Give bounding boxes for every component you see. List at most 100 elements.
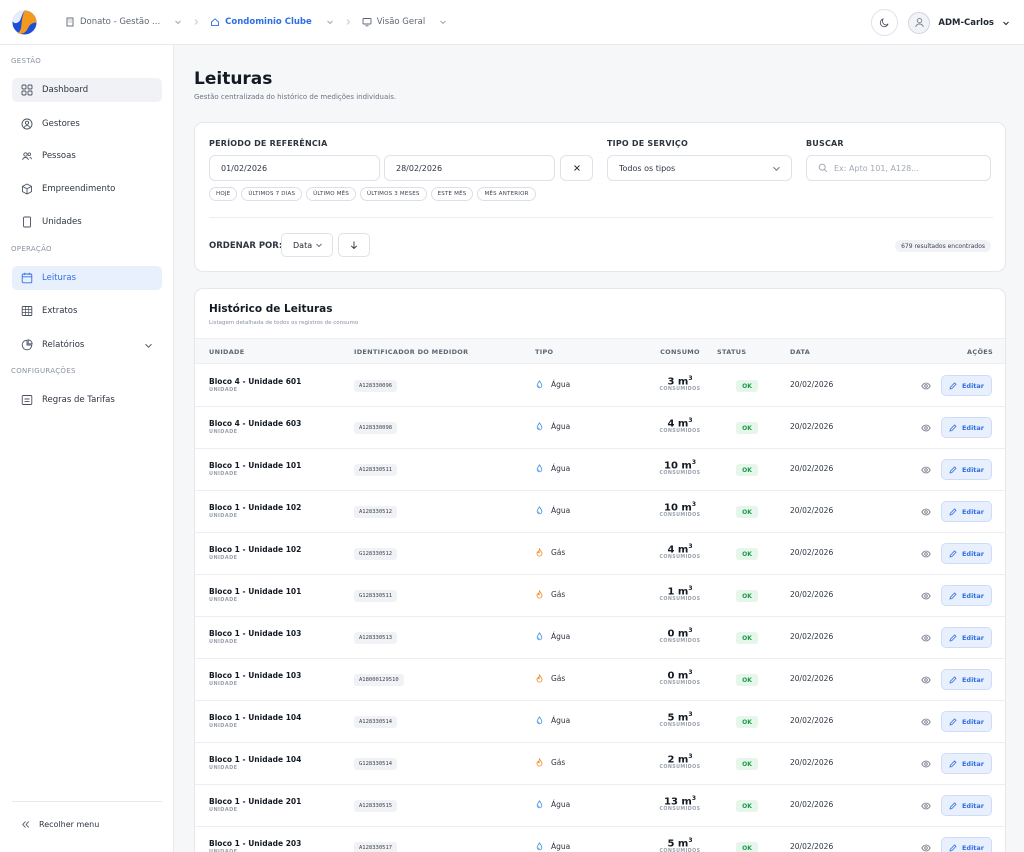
sidebar-item-extratos[interactable]: Extratos [12,299,162,323]
edit-button[interactable]: Editar [941,627,992,648]
edit-button[interactable]: Editar [941,837,992,852]
type-cell: Água [535,716,570,725]
collapse-menu-button[interactable]: Recolher menu [12,801,162,829]
pencil-icon [949,759,957,768]
type-label: Água [551,422,571,431]
edit-label: Editar [961,591,985,600]
eye-icon[interactable] [921,633,931,643]
eye-icon[interactable] [921,423,931,433]
sidebar-item-label: Empreendimento [42,184,116,194]
consumption-caption: CONSUMIDOS [659,723,701,729]
sort-select[interactable]: Data [281,233,333,257]
period-label: PERÍODO DE REFERÊNCIA [209,139,328,148]
consumption-caption: CONSUMIDOS [659,849,701,852]
chip-ultimos-3-meses[interactable]: ÚLTIMOS 3 MESES [360,187,427,201]
consumption-cell: 3 m3 CONSUMIDOS [635,375,725,392]
edit-button[interactable]: Editar [941,753,992,774]
sidebar-item-dashboard[interactable]: Dashboard [12,78,162,102]
edit-button[interactable]: Editar [941,375,992,396]
reading-date: 20/02/2026 [790,590,834,599]
user-menu[interactable]: ADM-Carlos [908,11,1010,34]
eye-icon[interactable] [921,465,931,475]
unit-caption: UNIDADE [209,387,238,393]
eye-icon[interactable] [921,591,931,601]
user-name: ADM-Carlos [938,17,994,28]
search-input[interactable]: Ex: Apto 101, A128... [806,155,991,181]
unit-caption: UNIDADE [209,807,238,813]
edit-button[interactable]: Editar [941,501,992,522]
sidebar-item-label: Pessoas [42,151,76,161]
eye-icon[interactable] [921,381,931,391]
chevron-down-icon[interactable] [144,341,153,350]
chevron-right-icon [194,19,199,25]
sidebar-item-unidades[interactable]: Unidades [12,210,162,234]
chip-hoje[interactable]: HOJE [209,187,238,201]
water-drop-icon [536,422,543,431]
chip-ultimo-mes[interactable]: ÚLTIMO MÊS [306,187,357,201]
service-type-select[interactable]: Todos os tipos [607,155,792,181]
chip-mes-anterior[interactable]: MÊS ANTERIOR [477,187,536,201]
sidebar: GESTÃO Dashboard Gestores Pessoas Empree… [0,45,174,852]
section-title-gestao: GESTÃO [11,57,41,65]
sidebar-item-gestores[interactable]: Gestores [12,112,162,136]
chip-ultimos-7-dias[interactable]: ÚLTIMOS 7 DIAS [241,187,303,201]
edit-button[interactable]: Editar [941,585,992,606]
consumption-cell: 2 m3 CONSUMIDOS [635,753,725,770]
breadcrumb-organization[interactable]: Donato - Gestão ... [65,17,182,27]
chip-este-mes[interactable]: ESTE MÊS [430,187,474,201]
clear-dates-button[interactable] [560,155,593,181]
edit-button[interactable]: Editar [941,795,992,816]
eye-icon[interactable] [921,759,931,769]
status-badge: OK [736,632,758,644]
sidebar-item-label: Leituras [42,273,77,283]
consumption-value: 4 m [667,544,689,556]
consumption-value: 10 m [663,460,692,472]
type-label: Gás [551,674,566,683]
unit-cell: Bloco 4 - Unidade 603 UNIDADE [209,419,301,435]
unit-cell: Bloco 1 - Unidade 103 UNIDADE [209,629,301,645]
close-icon [573,165,580,171]
sidebar-item-leituras[interactable]: Leituras [12,266,162,290]
edit-button[interactable]: Editar [941,669,992,690]
table-row: Bloco 1 - Unidade 201 UNIDADE A128330515 Ág… [195,785,1005,827]
consumption-caption: CONSUMIDOS [659,639,701,645]
edit-button[interactable]: Editar [941,459,992,480]
eye-icon[interactable] [921,507,931,517]
chevron-down-icon [326,20,333,25]
user-circle-icon [21,118,33,130]
sidebar-item-regras-de-tarifas[interactable]: Regras de Tarifas [12,388,162,412]
unit-caption: UNIDADE [209,513,238,519]
breadcrumb-view[interactable]: Visão Geral [362,17,447,27]
table-subtitle: Listagem detalhada de todos os registros… [209,320,359,326]
flame-icon [536,590,543,599]
eye-icon[interactable] [921,717,931,727]
edit-button[interactable]: Editar [941,543,992,564]
divider [209,217,993,218]
type-cell: Água [535,800,570,809]
page-subtitle: Gestão centralizada do histórico de medi… [194,93,397,101]
date-end-input[interactable]: 28/02/2026 [384,155,555,181]
theme-toggle-button[interactable] [871,9,899,36]
type-label: Gás [551,590,566,599]
sidebar-item-pessoas[interactable]: Pessoas [12,144,162,168]
chevron-down-icon [1003,21,1009,25]
consumption-cell: 0 m3 CONSUMIDOS [635,669,725,686]
breadcrumb-condominium[interactable]: Condominio Clube [210,17,334,27]
edit-button[interactable]: Editar [941,711,992,732]
flame-icon [536,548,543,557]
sidebar-item-relatorios[interactable]: Relatórios [12,333,162,357]
header-consumo: CONSUMO [660,348,700,356]
sidebar-item-empreendimento[interactable]: Empreendimento [12,177,162,201]
unit-cell: Bloco 1 - Unidade 103 UNIDADE [209,671,301,687]
eye-icon[interactable] [921,549,931,559]
unit-name: Bloco 4 - Unidade 601 [209,377,302,386]
app-logo-icon[interactable] [12,9,37,35]
sort-direction-button[interactable] [338,233,370,257]
sidebar-item-label: Unidades [42,217,82,227]
consumption-value: 5 m [667,712,689,724]
date-start-input[interactable]: 01/02/2026 [209,155,380,181]
eye-icon[interactable] [921,675,931,685]
edit-button[interactable]: Editar [941,417,992,438]
eye-icon[interactable] [921,801,931,811]
eye-icon[interactable] [921,843,931,852]
